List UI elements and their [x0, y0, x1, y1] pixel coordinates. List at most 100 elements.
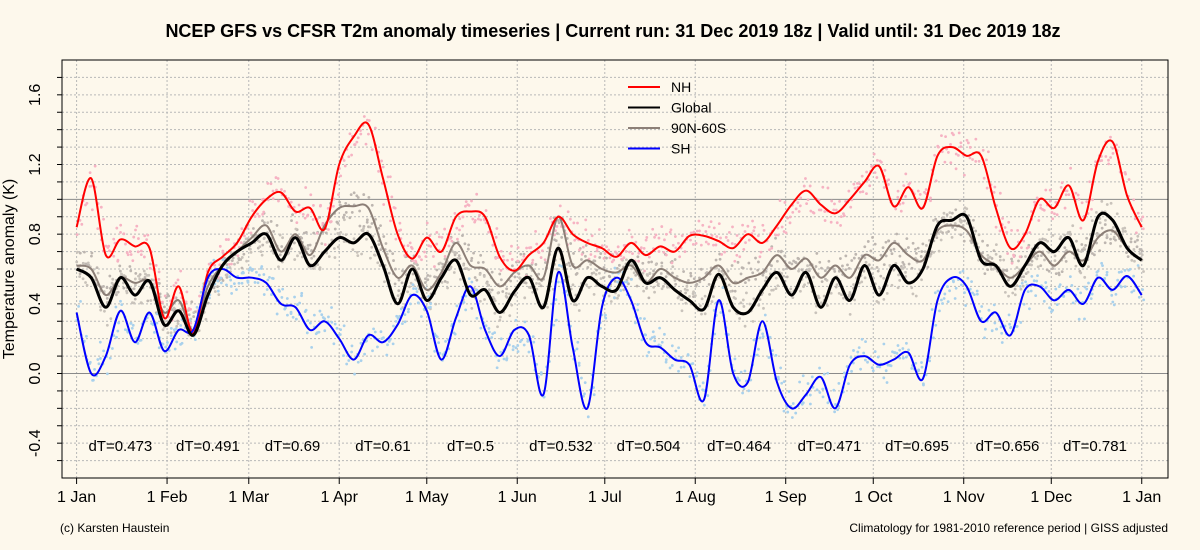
data-point	[954, 286, 958, 290]
data-point	[1053, 259, 1057, 262]
data-point	[998, 191, 1002, 195]
data-point	[837, 381, 841, 385]
data-point	[940, 298, 943, 302]
data-point	[435, 231, 439, 234]
data-point	[921, 242, 925, 246]
data-point	[475, 288, 479, 292]
data-point	[1117, 270, 1121, 274]
data-point	[192, 311, 196, 315]
data-point	[453, 253, 457, 257]
data-point	[694, 284, 698, 288]
data-point	[677, 369, 680, 373]
data-point	[470, 199, 473, 203]
data-point	[1130, 258, 1134, 262]
data-point	[240, 266, 244, 270]
data-point	[428, 234, 432, 237]
data-point	[573, 238, 577, 242]
data-point	[875, 265, 879, 269]
data-point	[907, 246, 910, 249]
data-point	[458, 228, 461, 232]
data-point	[498, 315, 502, 319]
data-point	[986, 244, 989, 247]
data-point	[479, 218, 483, 222]
data-point	[428, 274, 432, 278]
data-point	[323, 243, 327, 246]
data-point	[274, 176, 278, 179]
data-point	[90, 208, 94, 212]
data-point	[950, 236, 954, 239]
data-point	[508, 343, 511, 347]
data-point	[433, 349, 437, 353]
data-point	[174, 281, 178, 285]
data-point	[441, 262, 445, 266]
data-point	[589, 263, 593, 266]
data-point	[361, 229, 365, 233]
data-point	[901, 201, 905, 205]
data-point	[577, 309, 581, 312]
data-point	[896, 344, 900, 347]
data-point	[619, 289, 623, 292]
data-point	[902, 184, 906, 188]
data-point	[508, 252, 512, 255]
data-point	[753, 225, 756, 229]
data-point	[300, 236, 304, 240]
data-point	[139, 253, 143, 257]
data-point	[138, 277, 142, 281]
data-point	[311, 267, 315, 270]
data-point	[397, 289, 401, 293]
data-point	[169, 331, 173, 335]
data-point	[339, 328, 343, 332]
data-point	[592, 271, 596, 275]
data-point	[342, 324, 346, 328]
data-point	[365, 218, 369, 222]
data-point	[870, 165, 874, 168]
data-point	[1094, 160, 1097, 164]
data-point	[394, 319, 398, 323]
data-point	[969, 239, 973, 243]
data-point	[342, 354, 345, 358]
data-point	[235, 288, 238, 292]
data-point	[511, 348, 515, 352]
data-point	[487, 288, 491, 292]
data-point	[592, 386, 595, 389]
data-point	[129, 253, 133, 256]
data-point	[393, 282, 397, 286]
data-point	[553, 233, 556, 237]
data-point	[993, 185, 997, 189]
data-point	[342, 213, 346, 217]
data-point	[1095, 231, 1099, 235]
data-point	[534, 229, 537, 233]
data-point	[972, 218, 975, 222]
data-point	[653, 290, 656, 294]
data-point	[710, 300, 714, 303]
data-point	[217, 293, 221, 297]
data-point	[602, 266, 606, 269]
data-point	[452, 271, 456, 274]
data-point	[93, 367, 96, 371]
data-point	[395, 314, 399, 318]
data-point	[896, 286, 900, 290]
data-point	[411, 272, 415, 276]
data-point	[108, 274, 112, 278]
data-point	[157, 277, 161, 281]
reference-lines	[62, 198, 1168, 374]
x-tick-label: 1 Oct	[854, 489, 893, 506]
data-point	[456, 256, 460, 260]
data-point	[782, 409, 786, 413]
data-point	[543, 258, 547, 262]
data-point	[140, 301, 143, 305]
data-point	[499, 278, 503, 282]
data-point	[1060, 270, 1064, 273]
data-point	[939, 230, 943, 234]
data-point	[1047, 289, 1051, 293]
data-point	[975, 289, 979, 293]
data-point	[187, 313, 191, 317]
data-point	[755, 353, 759, 357]
data-point	[791, 296, 795, 299]
data-point	[598, 256, 602, 259]
data-point	[446, 280, 449, 284]
data-point	[475, 192, 479, 196]
data-point	[455, 251, 459, 255]
data-point	[1060, 181, 1064, 185]
data-point	[911, 292, 915, 296]
